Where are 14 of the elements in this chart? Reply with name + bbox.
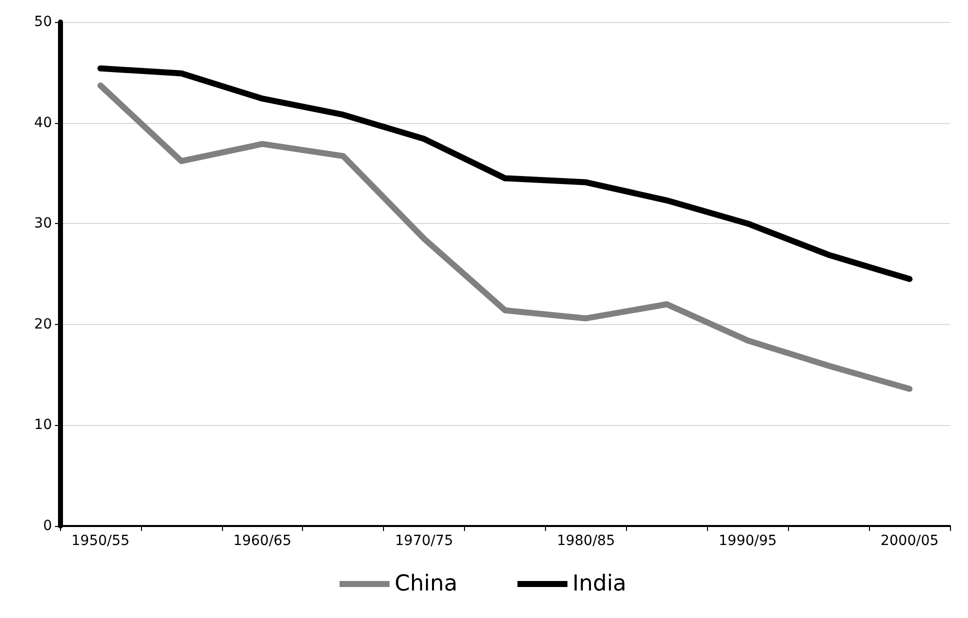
legend-label: China <box>394 572 458 596</box>
x-tick-label: 1960/65 <box>233 533 292 549</box>
x-tick-label: 1990/95 <box>718 533 777 549</box>
x-tick-label: 1950/55 <box>71 533 130 549</box>
y-tick-label: 40 <box>34 114 52 131</box>
y-tick-label: 0 <box>43 518 52 534</box>
y-tick-label: 30 <box>34 216 52 232</box>
x-tick-label: 1980/85 <box>556 533 615 549</box>
y-tick-label: 20 <box>34 316 52 332</box>
y-tick-label: 10 <box>34 417 52 434</box>
y-tick-label: 50 <box>34 14 52 30</box>
legend-label: India <box>572 572 626 596</box>
x-tick-label: 1970/75 <box>395 533 454 549</box>
x-tick-label: 2000/05 <box>880 533 939 549</box>
